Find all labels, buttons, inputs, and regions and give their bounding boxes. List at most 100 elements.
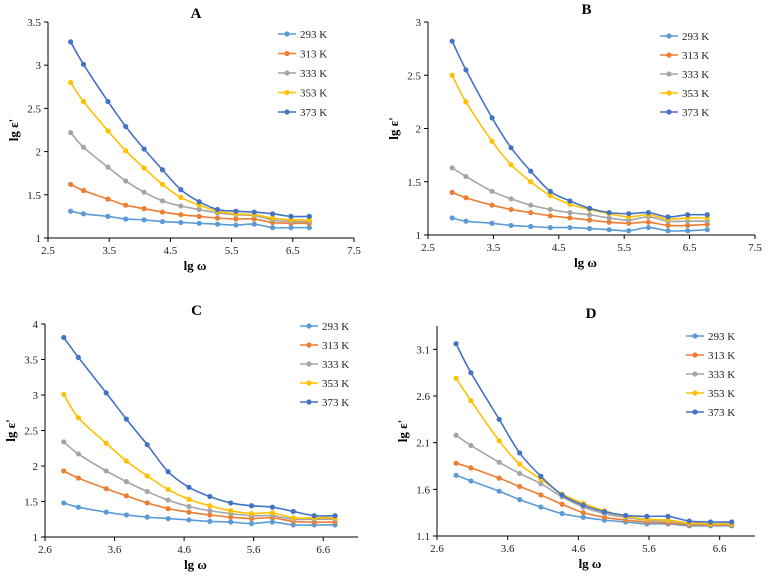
data-point [68,129,74,136]
data-point [165,469,171,475]
series-373-K [61,334,338,519]
data-point [165,486,171,493]
series-293-K [449,215,710,234]
data-point [586,217,593,223]
legend-label: 333 K [708,369,735,381]
series-353-K [449,72,710,222]
data-point [453,460,459,466]
y-tick-label: 4 [33,319,39,331]
data-point [165,497,171,503]
data-point [586,226,593,232]
legend-marker [666,90,672,96]
data-point [517,461,523,467]
data-point [644,513,650,520]
data-point [233,208,239,214]
data-point [105,98,111,105]
legend-entry: 333 K [300,359,349,371]
data-point [165,506,171,512]
data-point [103,468,109,474]
data-point [496,475,502,481]
data-point [528,179,534,185]
data-point [228,500,234,506]
chart-panel-B: B 2.5 3.5 4.5 5.5 6.5 7.5 1 1.5 2 2.5 3 lg ω lg ε' 293… [386,2,762,270]
data-point [80,211,87,217]
x-tick-label: 4.6 [571,543,585,555]
data-point [290,515,296,521]
x-tick-label: 4.5 [552,242,566,254]
data-point [80,61,87,67]
data-point [449,72,455,78]
legend-entry: 353 K [300,378,349,390]
data-point [704,227,710,233]
legend-entry: 353 K [686,388,735,400]
legend-label: 353 K [708,388,735,400]
y-axis-label: lg ε' [6,119,21,142]
legend-entry: 313 K [278,49,327,61]
data-point [449,189,455,195]
data-point [463,67,469,73]
data-point [68,208,74,214]
legend-marker [306,361,312,367]
legend-marker [306,323,312,329]
data-point [586,212,593,218]
y-tick-label: 3 [36,60,42,72]
y-axis-label: lg ε' [386,117,401,140]
data-point [489,220,495,226]
data-point [270,215,276,221]
data-point [463,99,469,105]
data-point [270,225,276,231]
data-point [251,221,257,227]
y-tick-label: 1.5 [407,177,421,189]
data-point [214,221,221,227]
data-point [580,514,586,520]
x-tick-label: 6.5 [286,245,300,257]
data-point [685,212,691,218]
data-point [311,513,317,519]
legend-label: 313 K [322,340,349,352]
x-tick-label: 4.6 [177,544,191,556]
data-point [186,509,192,515]
data-point [68,181,74,188]
data-point [214,206,221,213]
y-tick-label: 3.1 [416,344,430,356]
legend-marker [692,390,698,396]
x-axis-label: lg ω [574,255,597,270]
data-point [75,475,81,481]
data-point [144,473,150,479]
legend-label: 313 K [300,49,327,61]
data-point [144,500,150,506]
data-point [186,517,192,523]
series-333-K [453,432,735,527]
data-point [606,227,612,233]
x-tick-label: 5.6 [642,543,656,555]
x-tick-label: 3.6 [108,544,122,556]
legend-entry: 373 K [660,107,709,119]
data-point [496,438,502,444]
data-point [626,228,632,234]
data-point [103,390,109,396]
data-point [159,218,166,225]
data-point [463,195,469,201]
y-tick-label: 3.5 [24,355,38,367]
series-373-K [449,38,710,220]
legend-label: 373 K [708,407,735,419]
x-tick-label: 2.5 [421,242,435,254]
data-point [606,219,612,225]
legend-entry: 373 K [278,107,327,119]
data-point [538,473,544,479]
data-point [270,211,276,217]
data-point [580,510,586,516]
data-point [269,510,276,516]
data-point [508,145,514,151]
chart-panel-A: A 2.5 3.5 4.5 5.5 6.5 7.5 1 1.5 2 2.5 3 3.5 lg ω lg ε'… [6,6,361,273]
data-point [214,215,221,221]
legend-label: 353 K [300,88,327,100]
series-line [455,474,732,527]
data-point [207,508,213,514]
data-point [233,222,239,228]
data-point [61,500,67,506]
legend-label: 353 K [322,378,349,390]
data-point [80,144,87,150]
data-point [105,213,111,219]
